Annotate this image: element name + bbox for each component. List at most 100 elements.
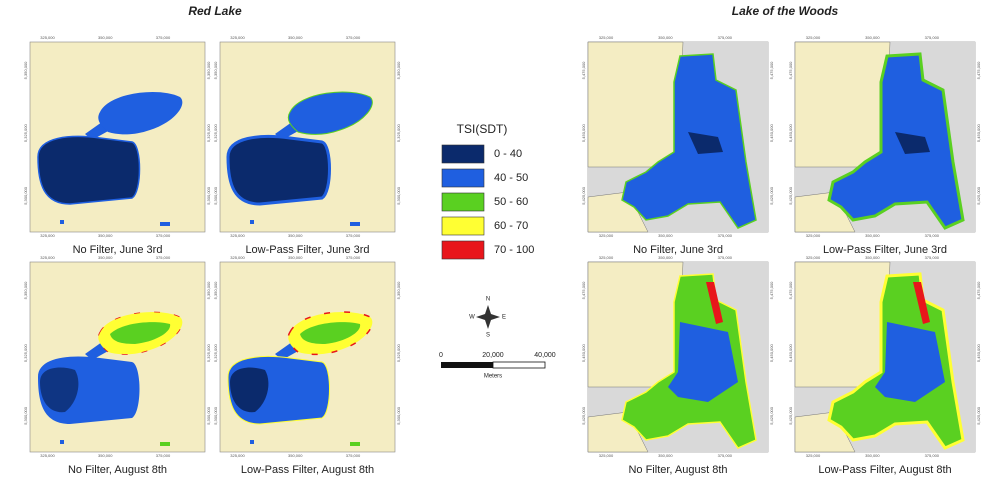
x-tick-label: 350,000 bbox=[98, 35, 113, 40]
lake bbox=[350, 222, 360, 226]
panel-caption: No Filter, August 8th bbox=[628, 464, 727, 476]
x-tick-label: 325,000 bbox=[40, 35, 55, 40]
x-tick-label: 375,000 bbox=[346, 453, 361, 458]
legend-swatch bbox=[441, 168, 485, 188]
x-tick-label: 325,000 bbox=[599, 35, 614, 40]
y-tick-label: 5,325,000 bbox=[23, 344, 28, 363]
y-tick-label: 5,425,000 bbox=[788, 406, 793, 425]
y-tick-label: 5,425,000 bbox=[769, 186, 774, 205]
y-tick-label: 5,450,000 bbox=[976, 344, 981, 363]
lake bbox=[226, 135, 331, 206]
x-tick-label: 350,000 bbox=[288, 255, 303, 260]
lake bbox=[37, 135, 141, 205]
legend-label: 70 - 100 bbox=[494, 244, 534, 256]
x-tick-label: 325,000 bbox=[230, 35, 245, 40]
y-tick-label: 5,425,000 bbox=[788, 186, 793, 205]
x-tick-label: 375,000 bbox=[718, 233, 733, 238]
legend-title: TSI(SDT) bbox=[457, 122, 508, 136]
y-tick-label: 5,425,000 bbox=[976, 406, 981, 425]
y-tick-label: 5,425,000 bbox=[769, 406, 774, 425]
x-tick-label: 325,000 bbox=[599, 453, 614, 458]
y-tick-label: 5,325,000 bbox=[213, 124, 218, 143]
lake bbox=[110, 322, 171, 344]
scale-bar bbox=[441, 362, 493, 368]
lake bbox=[250, 220, 254, 224]
x-tick-label: 375,000 bbox=[925, 255, 940, 260]
y-tick-label: 5,450,000 bbox=[788, 124, 793, 143]
compass-rose bbox=[476, 305, 500, 329]
y-tick-label: 5,325,000 bbox=[23, 124, 28, 143]
lake bbox=[60, 440, 64, 444]
y-tick-label: 5,325,000 bbox=[213, 344, 218, 363]
map-panel: 325,000 325,000 350,000 350,000 375,000 375,0… bbox=[788, 35, 981, 256]
x-tick-label: 375,000 bbox=[925, 35, 940, 40]
lake bbox=[668, 322, 738, 402]
lake bbox=[250, 440, 254, 444]
x-tick-label: 375,000 bbox=[718, 35, 733, 40]
scale-unit: Meters bbox=[484, 374, 502, 380]
y-tick-label: 5,350,000 bbox=[23, 281, 28, 300]
y-tick-label: 5,475,000 bbox=[976, 281, 981, 300]
x-tick-label: 350,000 bbox=[658, 233, 673, 238]
compass-label: W bbox=[469, 315, 475, 321]
x-tick-label: 375,000 bbox=[346, 35, 361, 40]
y-tick-label: 5,350,000 bbox=[396, 281, 401, 300]
y-tick-label: 5,300,000 bbox=[206, 186, 211, 205]
y-tick-label: 5,350,000 bbox=[213, 281, 218, 300]
x-tick-label: 375,000 bbox=[925, 453, 940, 458]
y-tick-label: 5,475,000 bbox=[976, 61, 981, 80]
panel-caption: Low-Pass Filter, June 3rd bbox=[823, 244, 947, 256]
map-panel: 325,000 325,000 350,000 350,000 375,000 375,0… bbox=[213, 255, 401, 476]
scale-label: 0 bbox=[439, 352, 443, 359]
map-background bbox=[219, 261, 396, 453]
lake bbox=[300, 322, 361, 344]
y-tick-label: 5,425,000 bbox=[976, 186, 981, 205]
y-tick-label: 5,475,000 bbox=[769, 281, 774, 300]
x-tick-label: 350,000 bbox=[98, 453, 113, 458]
y-tick-label: 5,425,000 bbox=[581, 186, 586, 205]
map-panel: 325,000 325,000 350,000 350,000 375,000 375,0… bbox=[23, 255, 211, 476]
lake bbox=[230, 367, 269, 413]
map-background bbox=[29, 261, 206, 453]
y-tick-label: 5,325,000 bbox=[396, 344, 401, 363]
y-tick-label: 5,350,000 bbox=[206, 281, 211, 300]
legend-swatch bbox=[441, 144, 485, 164]
x-tick-label: 325,000 bbox=[40, 233, 55, 238]
y-tick-label: 5,450,000 bbox=[769, 344, 774, 363]
scale-bar bbox=[492, 361, 546, 369]
x-tick-label: 375,000 bbox=[156, 453, 171, 458]
x-tick-label: 325,000 bbox=[599, 255, 614, 260]
x-tick-label: 350,000 bbox=[288, 233, 303, 238]
x-tick-label: 350,000 bbox=[98, 255, 113, 260]
y-tick-label: 5,300,000 bbox=[23, 406, 28, 425]
legend-label: 50 - 60 bbox=[494, 196, 528, 208]
y-tick-label: 5,350,000 bbox=[206, 61, 211, 80]
panel-caption: No Filter, August 8th bbox=[68, 464, 167, 476]
x-tick-label: 375,000 bbox=[346, 255, 361, 260]
x-tick-label: 325,000 bbox=[230, 233, 245, 238]
panel-caption: Low-Pass Filter, June 3rd bbox=[245, 244, 369, 256]
y-tick-label: 5,325,000 bbox=[396, 124, 401, 143]
panel-caption: No Filter, June 3rd bbox=[633, 244, 723, 256]
x-tick-label: 375,000 bbox=[156, 255, 171, 260]
legend-swatch bbox=[441, 216, 485, 236]
legend-swatch bbox=[441, 240, 485, 260]
lake bbox=[160, 442, 170, 446]
legend-label: 60 - 70 bbox=[494, 220, 528, 232]
x-tick-label: 325,000 bbox=[40, 255, 55, 260]
lake bbox=[895, 132, 930, 154]
lake bbox=[287, 91, 373, 135]
x-tick-label: 375,000 bbox=[718, 453, 733, 458]
x-tick-label: 350,000 bbox=[98, 233, 113, 238]
map-panel: 325,000 325,000 350,000 350,000 375,000 375,0… bbox=[581, 35, 774, 256]
y-tick-label: 5,425,000 bbox=[581, 406, 586, 425]
y-tick-label: 5,475,000 bbox=[769, 61, 774, 80]
x-tick-label: 375,000 bbox=[718, 255, 733, 260]
x-tick-label: 375,000 bbox=[346, 233, 361, 238]
y-tick-label: 5,450,000 bbox=[581, 124, 586, 143]
y-tick-label: 5,475,000 bbox=[788, 61, 793, 80]
lake bbox=[827, 52, 965, 230]
y-tick-label: 5,450,000 bbox=[788, 344, 793, 363]
y-tick-label: 5,300,000 bbox=[213, 186, 218, 205]
